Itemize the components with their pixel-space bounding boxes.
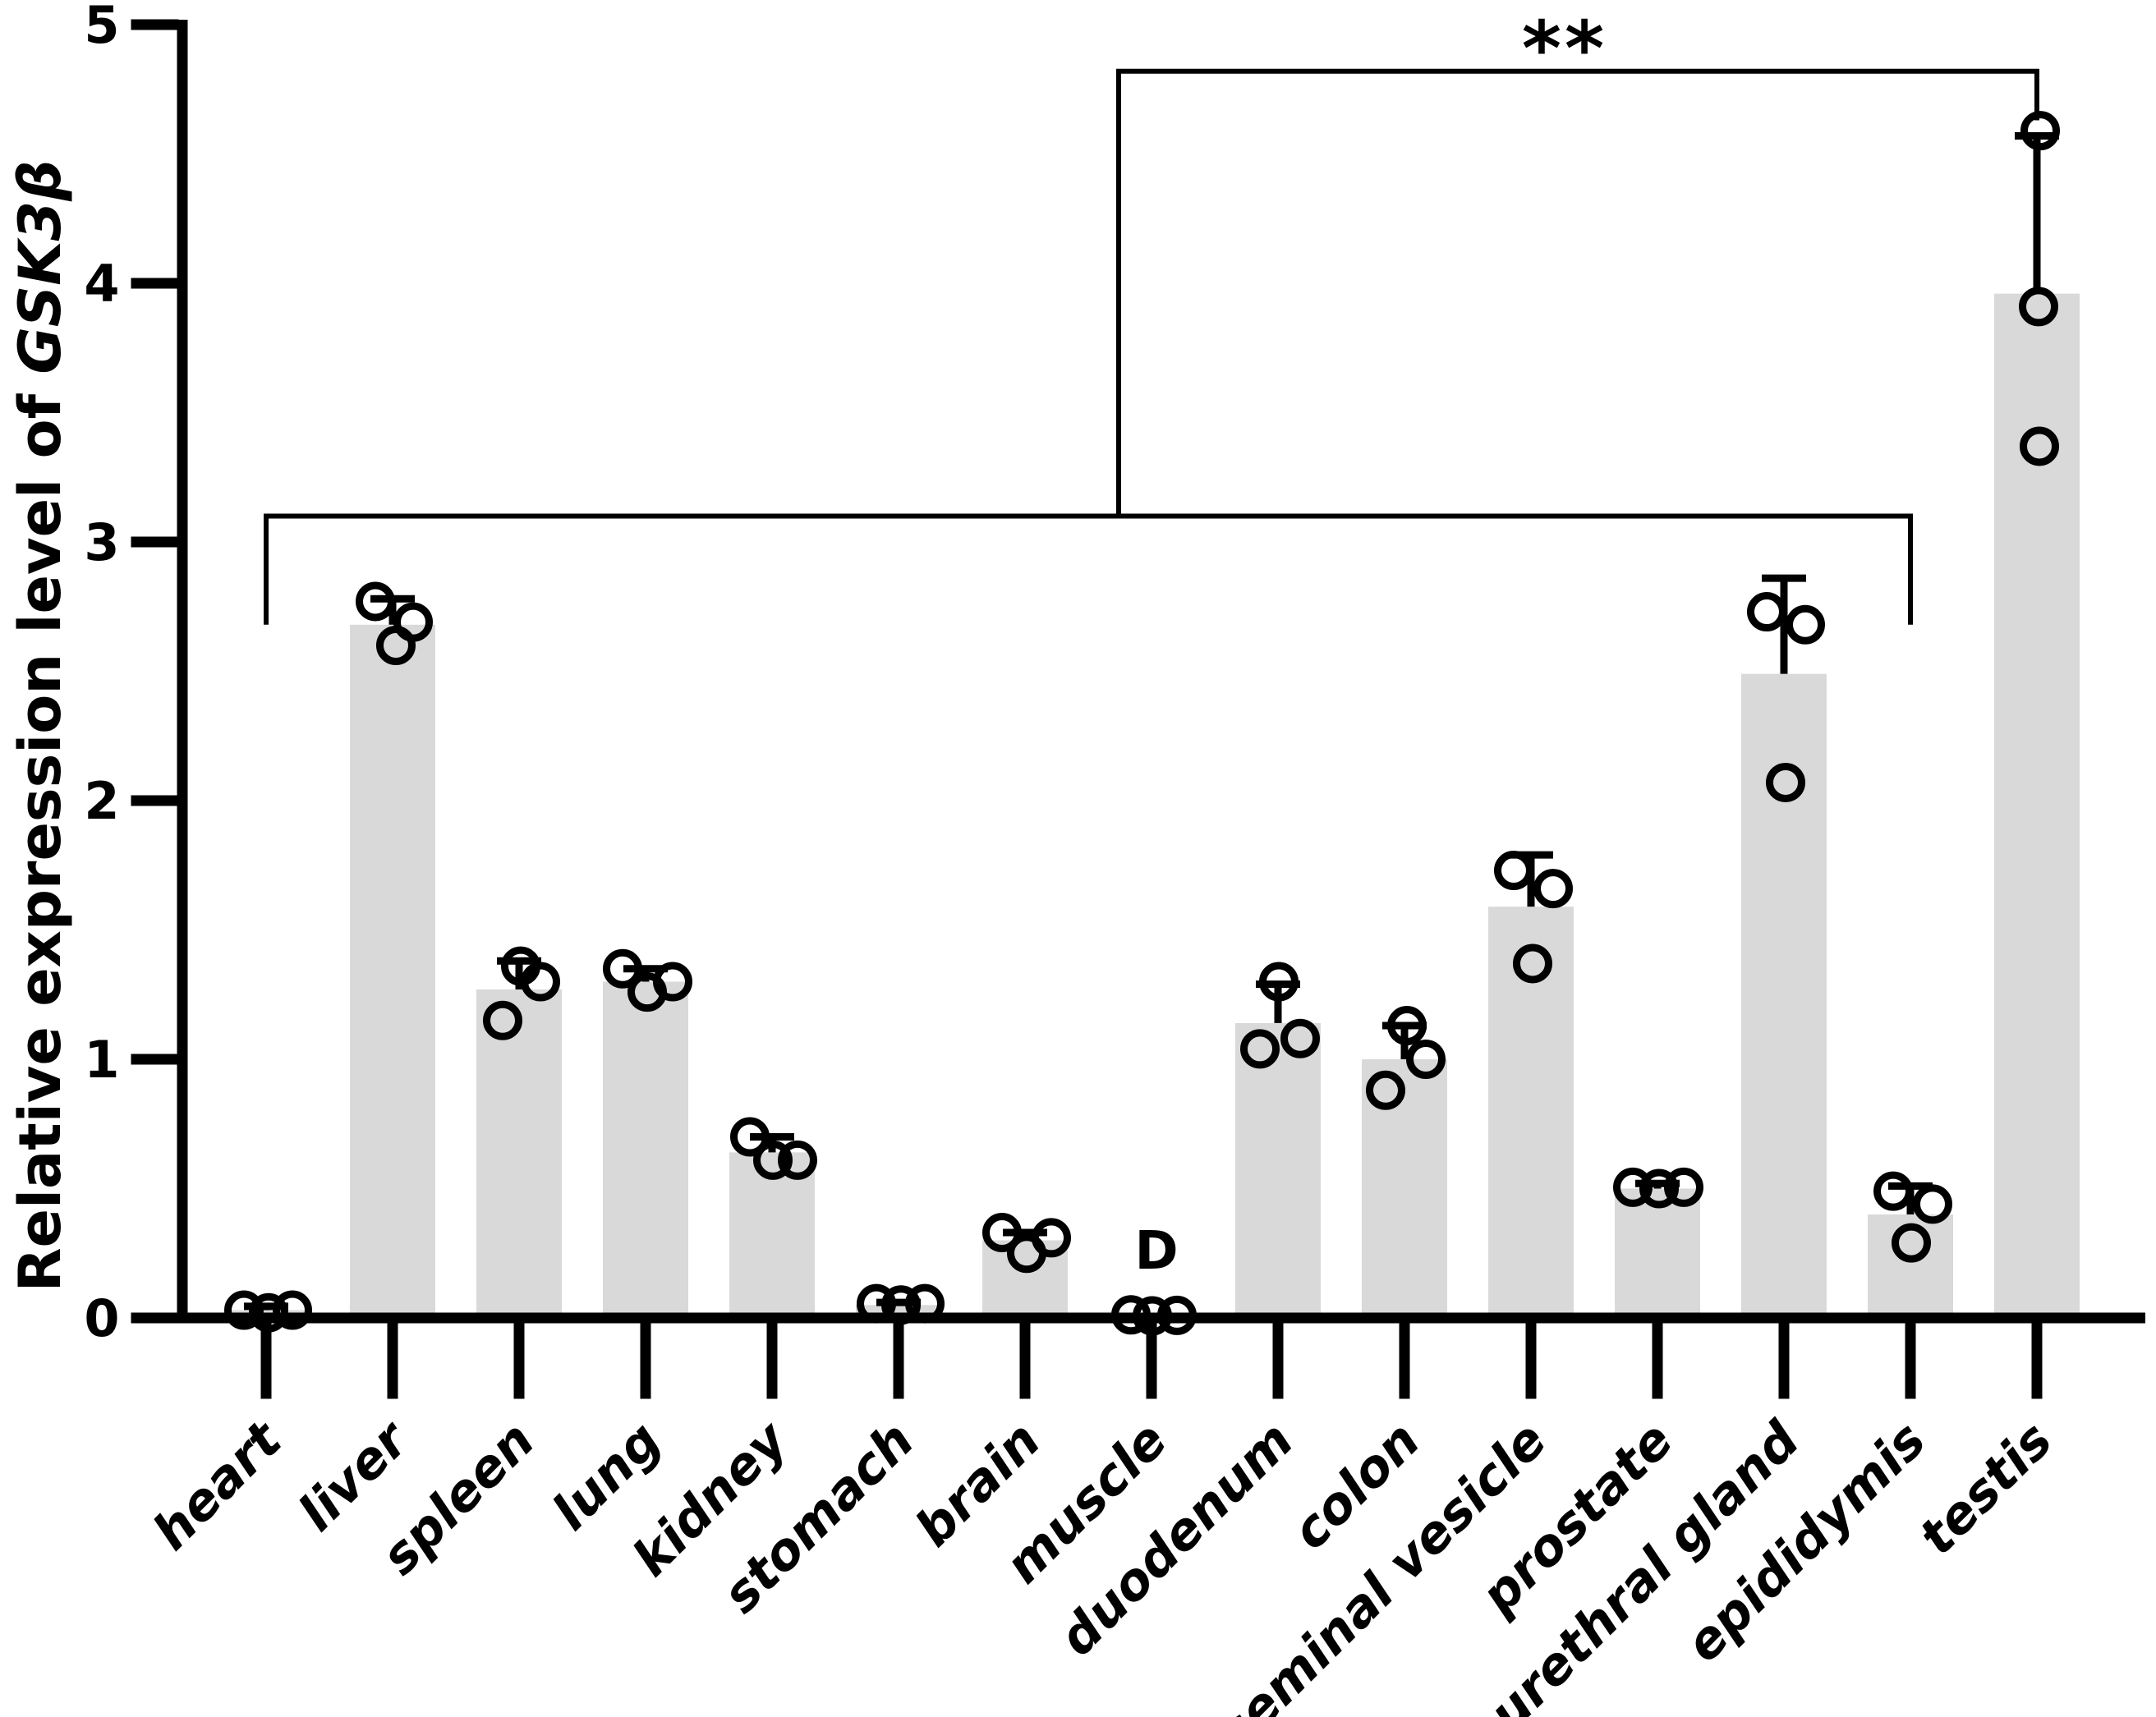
data-point-brain-1 — [982, 1213, 1022, 1253]
data-point-duodenum-2 — [1280, 1018, 1320, 1058]
significance-stars-label: ** — [1521, 5, 1608, 93]
x-label-testis: testis — [1907, 1410, 2063, 1566]
y-tick-label-0: 0 — [84, 1288, 119, 1348]
data-point-seminal-vesicle-2 — [1533, 869, 1573, 909]
data-point-lung-1 — [603, 948, 642, 989]
data-point-duodenum-1 — [1259, 962, 1299, 1002]
data-point-lung-3 — [653, 962, 692, 1002]
data-point-liver-3 — [376, 626, 416, 665]
data-point-muscle-3 — [1157, 1295, 1197, 1335]
bar-lung — [603, 981, 688, 1318]
data-point-epididymis-2 — [1913, 1184, 1952, 1224]
data-point-urethral-gland-2 — [1786, 604, 1825, 645]
data-point-heart-3 — [273, 1290, 312, 1330]
data-point-kidney-1 — [730, 1117, 770, 1157]
y-axis-title-text: Relative expression level of — [7, 393, 74, 1292]
bar-liver — [350, 624, 435, 1318]
y-tick-label-4: 4 — [84, 254, 119, 314]
bar-kidney — [729, 1152, 815, 1318]
data-point-colon-2 — [1406, 1040, 1446, 1079]
y-tick-label-1: 1 — [84, 1030, 119, 1090]
data-point-seminal-vesicle-1 — [1494, 851, 1533, 891]
data-point-muscle-1 — [1111, 1295, 1151, 1335]
bar-duodenum — [1235, 1022, 1321, 1318]
data-point-kidney-2 — [753, 1140, 793, 1180]
data-point-testis-2 — [2019, 287, 2058, 327]
data-point-testis-1 — [2020, 111, 2060, 151]
data-point-spleen-3 — [483, 1000, 522, 1040]
bar-seminal-vesicle — [1488, 907, 1574, 1318]
bar-prostate — [1615, 1188, 1700, 1318]
data-point-liver-1 — [356, 581, 395, 622]
x-label-heart: heart — [141, 1408, 294, 1561]
muscle-d-label: D — [1134, 1221, 1179, 1282]
data-point-urethral-gland-1 — [1747, 592, 1786, 632]
data-point-prostate-2 — [1639, 1168, 1679, 1209]
y-tick-label-3: 3 — [84, 512, 119, 572]
data-point-epididymis-1 — [1873, 1171, 1913, 1211]
data-point-prostate-1 — [1613, 1167, 1653, 1207]
data-point-seminal-vesicle-3 — [1513, 943, 1552, 984]
y-tick-label-2: 2 — [84, 771, 119, 831]
bar-urethral-gland — [1741, 673, 1827, 1318]
data-point-muscle-2 — [1133, 1296, 1172, 1336]
bar-epididymis — [1868, 1214, 1953, 1318]
data-point-colon-3 — [1366, 1070, 1405, 1110]
data-point-kidney-3 — [778, 1140, 817, 1180]
y-axis-title: Relative expression level of GSK3β — [7, 160, 74, 1292]
data-point-stomach-3 — [905, 1283, 945, 1324]
y-tick-label-5: 5 — [84, 0, 119, 55]
data-point-duodenum-3 — [1240, 1029, 1280, 1069]
bar-testis — [1994, 293, 2080, 1319]
data-point-brain-3 — [1032, 1218, 1071, 1258]
significance-bracket-upper — [1115, 68, 2039, 516]
data-point-stomach-1 — [857, 1283, 896, 1324]
data-point-urethral-gland-3 — [1766, 762, 1805, 802]
data-point-heart-2 — [249, 1292, 288, 1333]
y-axis-title-gene: GSK3β — [7, 159, 74, 374]
data-point-prostate-3 — [1664, 1167, 1703, 1207]
bar-spleen — [476, 989, 562, 1318]
data-point-colon-1 — [1387, 1006, 1427, 1046]
data-point-spleen-2 — [521, 962, 560, 1002]
significance-bracket-lower — [264, 513, 1913, 625]
data-point-epididymis-3 — [1892, 1223, 1931, 1263]
data-point-testis-3 — [2020, 426, 2059, 466]
data-point-heart-1 — [224, 1290, 264, 1330]
data-point-stomach-2 — [881, 1285, 921, 1325]
